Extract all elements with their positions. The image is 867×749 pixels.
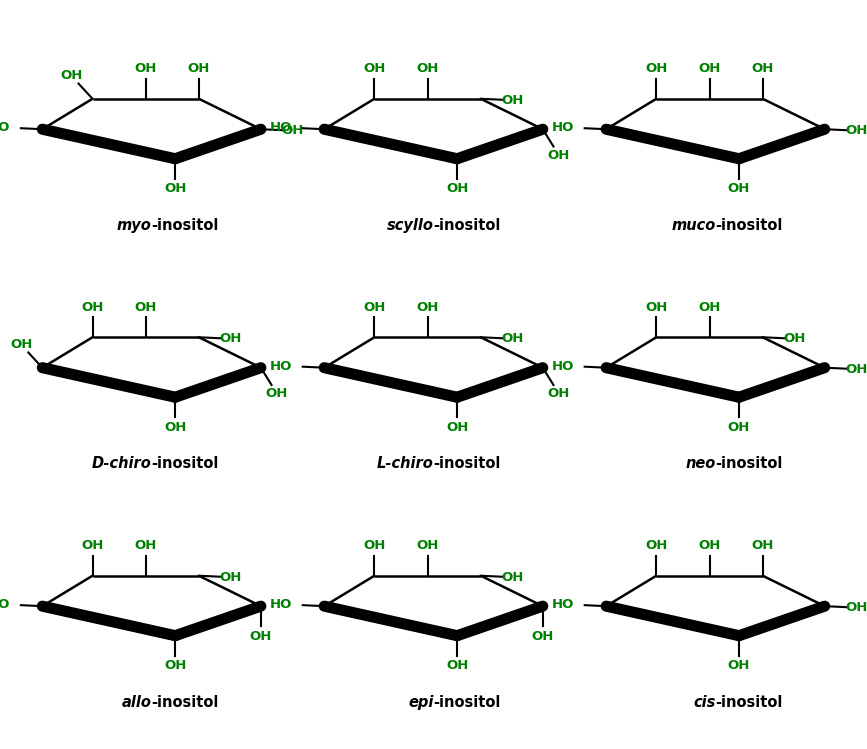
Text: OH: OH <box>282 124 304 137</box>
Text: OH: OH <box>531 630 554 643</box>
Text: OH: OH <box>187 62 210 76</box>
Text: -inositol: -inositol <box>152 218 219 233</box>
Text: scyllo: scyllo <box>387 218 434 233</box>
Text: OH: OH <box>61 70 82 82</box>
Text: HO: HO <box>270 360 292 373</box>
Text: -inositol: -inositol <box>434 695 501 710</box>
Text: OH: OH <box>548 149 570 162</box>
Text: -inositol: -inositol <box>434 456 501 471</box>
Text: OH: OH <box>416 62 439 76</box>
Text: OH: OH <box>548 387 570 400</box>
Text: OH: OH <box>363 539 386 552</box>
Text: cis: cis <box>693 695 715 710</box>
Text: OH: OH <box>81 539 104 552</box>
Text: myo: myo <box>117 218 152 233</box>
Text: OH: OH <box>728 421 750 434</box>
Text: OH: OH <box>728 659 750 672</box>
Text: OH: OH <box>220 571 242 583</box>
Text: L-chiro: L-chiro <box>377 456 434 471</box>
Text: OH: OH <box>416 539 439 552</box>
Text: OH: OH <box>698 301 720 314</box>
Text: OH: OH <box>220 333 242 345</box>
Text: HO: HO <box>0 121 10 134</box>
Text: epi: epi <box>408 695 434 710</box>
Text: OH: OH <box>265 387 288 400</box>
Text: OH: OH <box>81 301 104 314</box>
Text: OH: OH <box>645 301 668 314</box>
Text: HO: HO <box>270 598 292 611</box>
Text: OH: OH <box>363 301 386 314</box>
Text: OH: OH <box>446 421 468 434</box>
Text: HO: HO <box>551 121 574 134</box>
Text: OH: OH <box>446 659 468 672</box>
Text: OH: OH <box>728 182 750 195</box>
Text: OH: OH <box>502 571 525 583</box>
Text: OH: OH <box>134 62 157 76</box>
Text: HO: HO <box>551 598 574 611</box>
Text: OH: OH <box>502 94 525 107</box>
Text: muco: muco <box>671 218 715 233</box>
Text: OH: OH <box>752 539 774 552</box>
Text: -inositol: -inositol <box>715 695 783 710</box>
Text: OH: OH <box>446 182 468 195</box>
Text: D-chiro: D-chiro <box>92 456 152 471</box>
Text: OH: OH <box>164 421 186 434</box>
Text: -inositol: -inositol <box>715 456 783 471</box>
Text: OH: OH <box>502 333 525 345</box>
Text: OH: OH <box>698 539 720 552</box>
Text: OH: OH <box>164 659 186 672</box>
Text: neo: neo <box>685 456 715 471</box>
Text: allo: allo <box>121 695 152 710</box>
Text: OH: OH <box>845 124 867 137</box>
Text: -inositol: -inositol <box>152 456 219 471</box>
Text: OH: OH <box>645 539 668 552</box>
Text: OH: OH <box>845 363 867 376</box>
Text: HO: HO <box>551 360 574 373</box>
Text: OH: OH <box>645 62 668 76</box>
Text: OH: OH <box>134 301 157 314</box>
Text: -inositol: -inositol <box>434 218 501 233</box>
Text: OH: OH <box>250 630 272 643</box>
Text: -inositol: -inositol <box>715 218 783 233</box>
Text: HO: HO <box>270 121 292 134</box>
Text: OH: OH <box>164 182 186 195</box>
Text: -inositol: -inositol <box>152 695 219 710</box>
Text: OH: OH <box>698 62 720 76</box>
Text: OH: OH <box>784 333 806 345</box>
Text: OH: OH <box>416 301 439 314</box>
Text: HO: HO <box>0 598 10 611</box>
Text: OH: OH <box>363 62 386 76</box>
Text: OH: OH <box>134 539 157 552</box>
Text: OH: OH <box>845 601 867 614</box>
Text: OH: OH <box>752 62 774 76</box>
Text: OH: OH <box>10 339 33 351</box>
